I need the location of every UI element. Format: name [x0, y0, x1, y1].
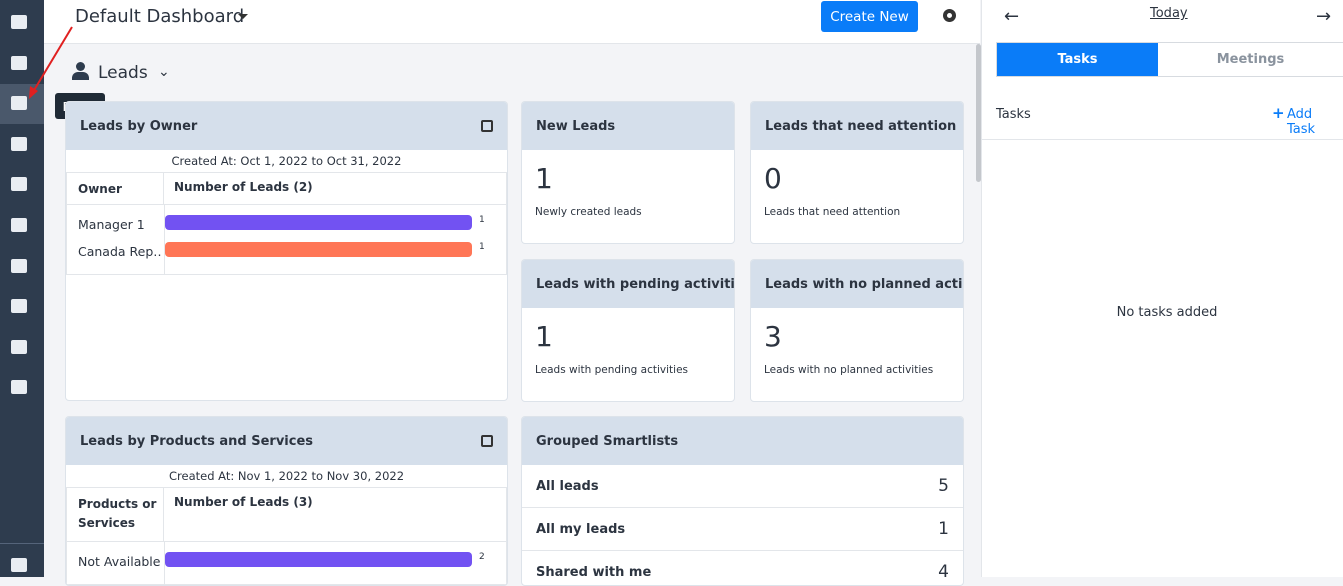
- bar: [165, 242, 472, 257]
- table-header: Products or Services Number of Leads (3): [67, 488, 506, 542]
- widget-header: Leads by Owner: [66, 102, 507, 150]
- nav-icon[interactable]: [11, 177, 27, 191]
- bar-value: 1: [479, 215, 485, 225]
- table-body: Not Available 2: [67, 542, 506, 584]
- column-divider: [164, 542, 165, 584]
- row-label: Manager 1: [78, 217, 145, 232]
- counter-card[interactable]: Leads that need attention 0 Leads that nee…: [750, 101, 964, 244]
- counter-card[interactable]: New Leads 1 Newly created leads: [521, 101, 735, 244]
- smartlist-row[interactable]: Shared with me 4: [522, 551, 963, 585]
- scrollbar: [976, 44, 981, 182]
- bar: [165, 215, 472, 230]
- annotation-arrow: [29, 26, 73, 99]
- smartlists-title: Grouped Smartlists: [522, 417, 963, 465]
- widget-subtitle: Created At: Nov 1, 2022 to Nov 30, 2022: [168, 469, 405, 483]
- table: Products or Services Number of Leads (3) N…: [66, 487, 507, 585]
- calendar-icon[interactable]: [481, 435, 493, 447]
- tab[interactable]: Tasks: [997, 43, 1158, 76]
- tasks-label: Tasks: [996, 107, 1031, 122]
- calendar-icon[interactable]: [481, 120, 493, 132]
- top-bar: Default Dashboard Create New: [44, 0, 980, 44]
- empty-message: No tasks added: [1116, 305, 1218, 320]
- counter-caption: Newly created leads: [535, 206, 642, 218]
- user-icon: [72, 62, 89, 80]
- row-label: Not Available: [78, 554, 161, 569]
- smartlist-count: 4: [938, 562, 949, 582]
- widget-title: Leads by Products and Services: [80, 433, 314, 449]
- counter-caption: Leads with pending activities: [535, 364, 689, 376]
- table-header: Owner Number of Leads (2): [67, 173, 506, 205]
- bar: [165, 552, 472, 567]
- right-panel: ← Today → Tasks Meetings Tasks + Add Tas…: [981, 0, 1343, 577]
- widget: Leads by Owner Created At: Oct 1, 2022 to…: [65, 101, 508, 401]
- counter-value: 0: [764, 162, 782, 195]
- counter-title: New Leads: [522, 102, 734, 150]
- nav-icon[interactable]: [11, 380, 27, 394]
- widget-header: Leads by Products and Services: [66, 417, 507, 465]
- caret: [238, 14, 248, 24]
- nav-icon[interactable]: [11, 15, 27, 29]
- smartlists: Grouped Smartlists All leads 5 All my leads…: [521, 416, 964, 586]
- counter-value: 3: [764, 320, 782, 353]
- tab[interactable]: Meetings: [1216, 52, 1285, 67]
- divider: [0, 543, 44, 544]
- next-arrow[interactable]: →: [1316, 6, 1332, 27]
- plus-icon[interactable]: +: [1272, 104, 1285, 122]
- divider: [982, 139, 1343, 140]
- counter-title: Leads with pending activiti…: [522, 260, 734, 308]
- bar-value: 1: [479, 242, 485, 252]
- nav-icon[interactable]: [11, 259, 27, 273]
- nav-icon[interactable]: [11, 340, 27, 354]
- column-header: Number of Leads (3): [174, 495, 313, 509]
- nav-icon[interactable]: [11, 96, 27, 110]
- table-body: Manager 1 1 Canada Rep… 1: [67, 205, 506, 274]
- widget-subtitle: Created At: Oct 1, 2022 to Oct 31, 2022: [171, 154, 402, 168]
- section-title[interactable]: Leads: [98, 63, 148, 83]
- add-task[interactable]: Add Task: [1287, 107, 1316, 137]
- table: Owner Number of Leads (2) Manager 1 1 Canada…: [66, 172, 507, 275]
- counter-title: Leads with no planned acti…: [751, 260, 963, 308]
- nav-icon[interactable]: [11, 299, 27, 313]
- row-label: Canada Rep…: [78, 244, 162, 259]
- counter-caption: Leads with no planned activities: [764, 364, 934, 376]
- bar-value: 2: [479, 552, 485, 562]
- counter-value: 1: [535, 320, 553, 353]
- smartlist-row[interactable]: All leads 5: [522, 465, 963, 508]
- column-header: Number of Leads (2): [174, 180, 313, 194]
- create-button[interactable]: Create New: [821, 1, 918, 32]
- counter-card[interactable]: Leads with no planned acti… 3 Leads with n…: [750, 259, 964, 402]
- widget: Leads by Products and Services Created At…: [65, 416, 508, 586]
- tabs: Tasks Meetings: [996, 42, 1343, 77]
- prev-arrow[interactable]: ←: [1004, 6, 1020, 27]
- smartlist-name: All leads: [536, 478, 599, 494]
- widget-title: Leads by Owner: [80, 118, 198, 134]
- column-divider: [164, 205, 165, 274]
- column-header: Owner: [67, 173, 164, 204]
- column-header: Products or Services: [67, 488, 164, 541]
- dashboard-title[interactable]: Default Dashboard: [75, 6, 245, 27]
- smartlist-count: 1: [938, 519, 949, 539]
- counter-value: 1: [535, 162, 553, 195]
- counter-title: Leads that need attention: [751, 102, 963, 150]
- nav-icon[interactable]: [11, 56, 27, 70]
- smartlist-name: Shared with me: [536, 564, 652, 580]
- smartlist-row[interactable]: All my leads 1: [522, 508, 963, 551]
- date-link[interactable]: Today: [1150, 6, 1188, 21]
- smartlist-name: All my leads: [536, 521, 626, 537]
- settings-icon[interactable]: [943, 9, 956, 22]
- nav-icon[interactable]: [11, 218, 27, 232]
- counter-card[interactable]: Leads with pending activiti… 1 Leads with …: [521, 259, 735, 402]
- nav-icon[interactable]: [11, 558, 27, 572]
- nav-icon[interactable]: [11, 137, 27, 151]
- counter-caption: Leads that need attention: [764, 206, 901, 218]
- section-caret[interactable]: ⌄: [158, 64, 170, 80]
- smartlist-count: 5: [938, 476, 949, 496]
